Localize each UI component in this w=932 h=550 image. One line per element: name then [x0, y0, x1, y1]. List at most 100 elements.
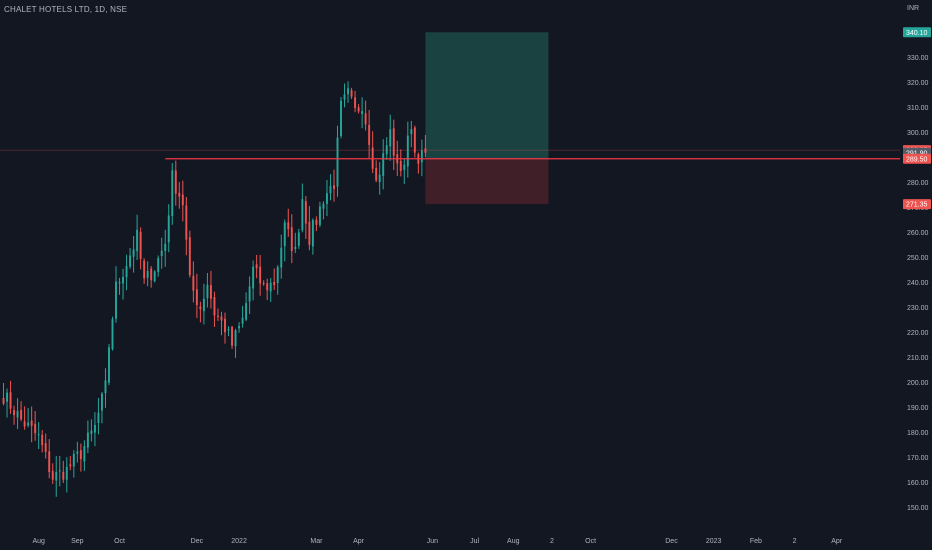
candle: [336, 125, 339, 197]
price-axis[interactable]: 150.00 160.00 170.00 180.00 190.00 200.00 210.…: [903, 27, 931, 512]
target-zone: [425, 32, 549, 159]
candle: [385, 137, 388, 160]
candle-body: [125, 266, 128, 278]
price-tick-label: 300.00: [907, 130, 929, 137]
candle-body: [406, 135, 409, 167]
candle-body: [213, 296, 216, 316]
candle-body: [129, 255, 132, 267]
candle: [371, 131, 374, 174]
candle: [413, 125, 416, 158]
candle: [325, 179, 328, 217]
candle-body: [375, 168, 378, 181]
candle: [146, 261, 149, 287]
candle-body: [55, 471, 58, 481]
candle-body: [378, 174, 381, 183]
price-tick-label: 250.00: [907, 255, 929, 262]
candle-body: [269, 282, 272, 292]
candle-body: [171, 170, 174, 217]
candle: [30, 406, 33, 443]
candle: [361, 97, 364, 129]
candle-body: [368, 124, 371, 145]
candle-body: [276, 267, 279, 284]
time-tick-label: Mar: [310, 538, 323, 545]
candle: [90, 419, 93, 442]
price-tick-label: 320.00: [907, 80, 929, 87]
candle: [108, 343, 110, 386]
candle: [311, 218, 314, 255]
candle: [238, 322, 241, 333]
candle: [357, 104, 360, 114]
candle-body: [382, 153, 385, 176]
candle-body: [199, 306, 202, 310]
price-label-box: [903, 153, 931, 164]
candle: [206, 272, 209, 308]
candle: [72, 450, 75, 478]
candle: [122, 268, 125, 300]
candle-body: [132, 249, 135, 257]
candle: [129, 247, 132, 269]
candle-body: [93, 424, 96, 433]
candle-body: [2, 398, 5, 404]
candle-body: [83, 446, 86, 462]
candle: [231, 325, 233, 349]
price-label-entry: 289.50: [903, 153, 931, 164]
price-label-text: 271.35: [906, 202, 928, 209]
candle: [217, 308, 219, 322]
candle: [364, 100, 367, 131]
time-tick-label: 2023: [706, 538, 722, 545]
candle-body: [157, 258, 160, 272]
candle: [424, 134, 427, 158]
candle: [318, 201, 321, 228]
candle: [403, 158, 406, 185]
candle-body: [181, 194, 184, 206]
candle: [167, 204, 170, 253]
candle-body: [9, 392, 12, 409]
candle-body: [30, 420, 33, 427]
candle: [350, 87, 353, 100]
price-tick-label: 230.00: [907, 305, 929, 312]
candle: [118, 277, 121, 295]
candle-body: [23, 421, 26, 427]
price-label-box: [903, 199, 931, 210]
price-tick-label: 200.00: [907, 380, 929, 387]
time-tick-label: 2: [793, 538, 797, 545]
candle-body: [315, 219, 318, 225]
candle-body: [227, 329, 230, 331]
candle-body: [361, 111, 364, 114]
candle-body: [178, 192, 181, 197]
time-axis[interactable]: Aug Sep Oct Dec 2022 Mar Apr Jun Jul Aug 2 Oct Dec 20…: [32, 538, 842, 545]
candle-body: [259, 266, 262, 284]
candle-body: [44, 443, 47, 452]
candle-body: [266, 283, 269, 291]
time-tick-label: Oct: [114, 538, 125, 545]
candle-body: [340, 100, 342, 137]
candle: [420, 139, 423, 177]
candle: [65, 457, 68, 493]
price-label-target: 340.10: [903, 27, 931, 38]
candle: [111, 316, 114, 351]
price-label-stop: 271.35: [903, 199, 931, 210]
candle-body: [350, 90, 353, 97]
candle-body: [195, 289, 198, 306]
candle-body: [318, 206, 321, 225]
candle: [157, 255, 160, 277]
candle-body: [343, 94, 346, 100]
candle-body: [136, 229, 139, 252]
candle-body: [220, 316, 223, 321]
candle: [297, 228, 300, 249]
candle: [368, 110, 371, 159]
candle: [79, 443, 82, 472]
candle-body: [76, 451, 79, 454]
price-tick-label: 260.00: [907, 230, 929, 237]
candle: [136, 214, 139, 261]
candle-body: [325, 193, 328, 204]
candle: [266, 278, 269, 301]
currency-label: INR: [907, 5, 920, 12]
candle-body: [202, 298, 205, 312]
candle-body: [364, 113, 367, 125]
candle-body: [48, 451, 51, 473]
candle: [143, 258, 146, 284]
position-zones: [425, 32, 549, 205]
